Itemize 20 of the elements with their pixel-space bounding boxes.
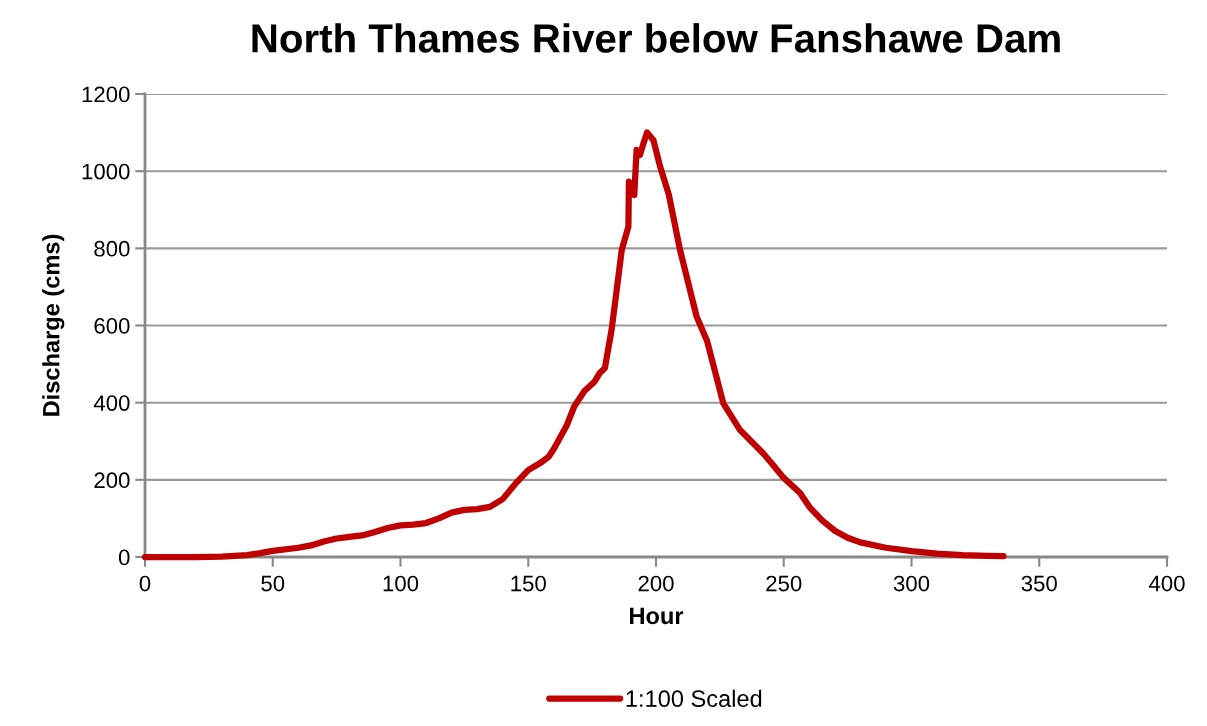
chart-title: North Thames River below Fanshawe Dam: [252, 23, 1060, 53]
y-tick-label: 1200: [82, 86, 130, 103]
x-tick-label: 200: [638, 575, 674, 592]
x-tick-label: 0: [139, 575, 151, 592]
x-tick-label: 50: [261, 575, 285, 592]
x-tick-label: 150: [511, 575, 546, 592]
y-axis-title: Discharge (cms): [42, 234, 65, 416]
y-tick-label: 400: [93, 395, 130, 411]
x-tick-label: 300: [893, 575, 930, 592]
x-tick-label: 400: [1148, 575, 1185, 592]
y-tick-label: 1000: [82, 163, 130, 180]
y-tick-label: 0: [118, 549, 130, 566]
legend-label: 1:100 Scaled: [626, 689, 762, 708]
x-tick-label: 250: [766, 575, 802, 592]
y-tick-label: 800: [94, 240, 130, 257]
x-tick-label: 100: [383, 575, 419, 592]
y-tick-label: 200: [94, 472, 130, 489]
x-tick-label: 350: [1021, 575, 1057, 592]
y-tick-label: 600: [94, 318, 130, 334]
x-axis-title: Hour: [630, 607, 684, 625]
